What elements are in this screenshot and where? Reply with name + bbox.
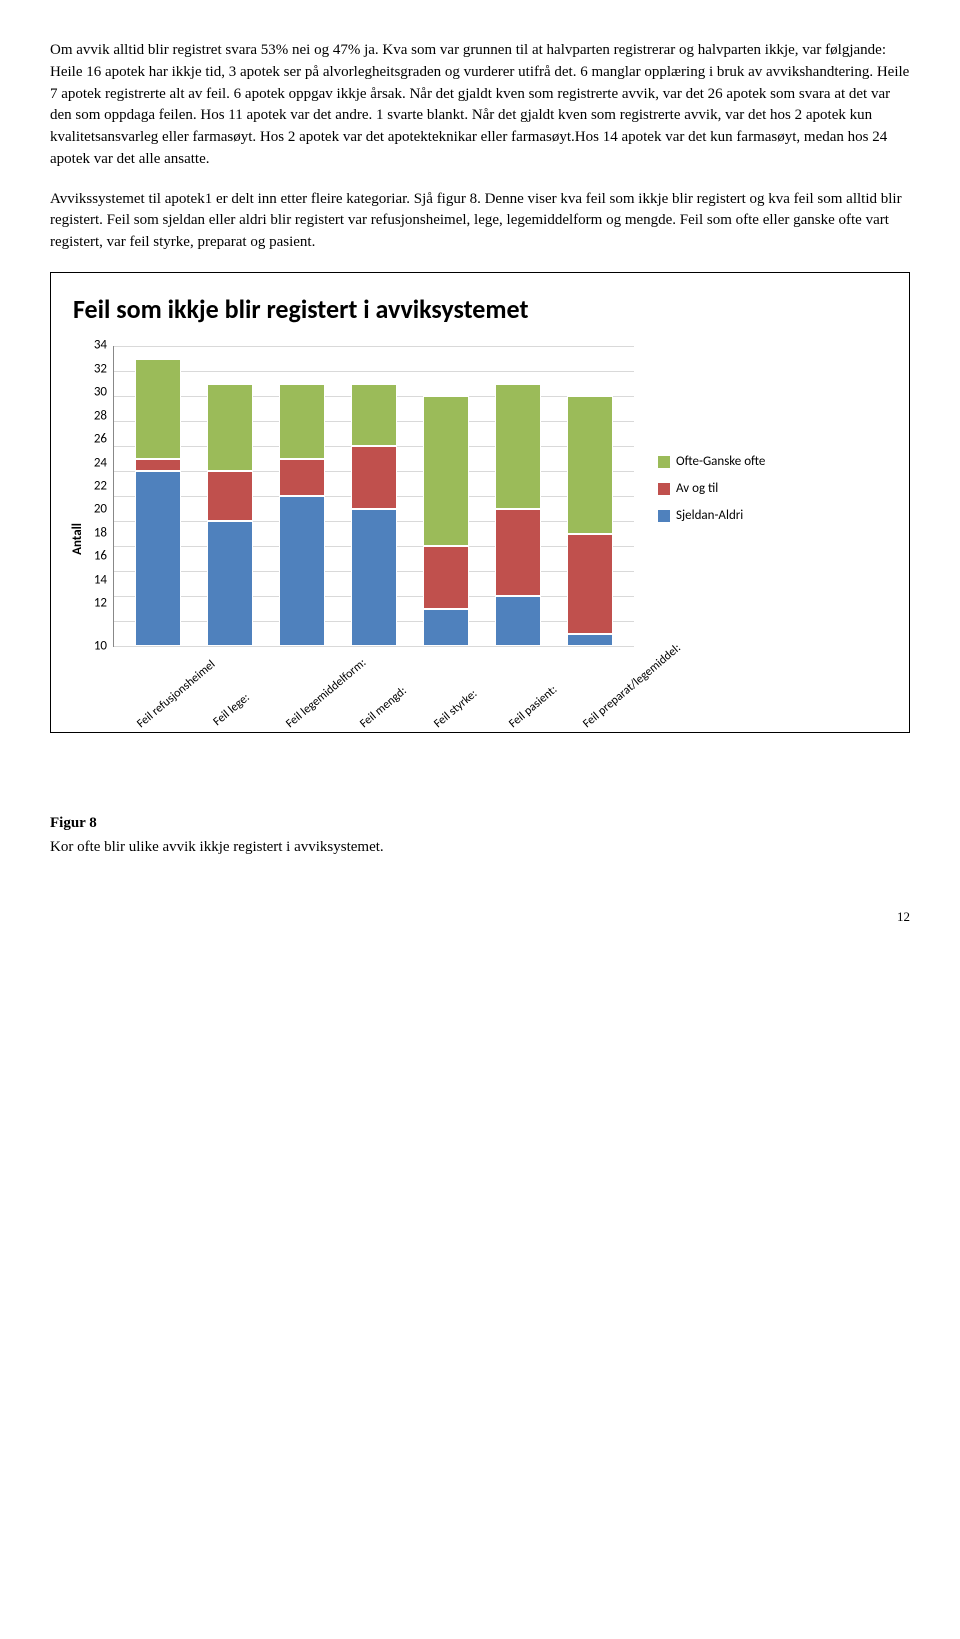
y-axis-label: Antall	[69, 463, 88, 555]
legend-label: Sjeldan-Aldri	[676, 507, 743, 526]
y-tick-label: 28	[94, 407, 107, 426]
bar-segment	[423, 396, 469, 546]
bar-segment	[279, 384, 325, 459]
bar-segment	[567, 534, 613, 634]
x-tick-label: Feil mengd:	[357, 690, 403, 733]
bar-column	[567, 346, 613, 646]
chart-title: Feil som ikkje blir registert i avviksys…	[73, 291, 891, 329]
legend-item: Ofte-Ganske ofte	[658, 453, 765, 472]
bar-segment	[135, 359, 181, 459]
legend-swatch	[658, 510, 670, 522]
y-tick-label: 20	[94, 501, 107, 520]
figure-caption: Kor ofte blir ulike avvik ikkje register…	[50, 837, 910, 859]
bar-segment	[351, 509, 397, 647]
gridline	[114, 646, 634, 647]
page-number: 12	[50, 908, 910, 927]
y-tick-label: 14	[94, 571, 107, 590]
x-tick-label: Feil legemiddelform:	[282, 690, 328, 733]
y-tick-label: 18	[94, 524, 107, 543]
body-paragraph: Om avvik alltid blir registret svara 53%…	[50, 40, 910, 171]
bar-segment	[279, 459, 325, 497]
bar-column	[495, 346, 541, 646]
plot-area	[113, 346, 634, 647]
y-tick-label: 12	[94, 595, 107, 614]
bar-segment	[423, 546, 469, 609]
legend-swatch	[658, 456, 670, 468]
bar-segment	[567, 634, 613, 647]
bar-column	[279, 346, 325, 646]
plot-wrap: 34323028262422201816141210 Feil refusjon…	[94, 346, 634, 671]
x-tick-label: Feil refusjonsheimel	[134, 690, 180, 733]
x-axis-ticks: Feil refusjonsheimelFeil lege:Feil legem…	[98, 654, 634, 671]
legend-swatch	[658, 483, 670, 495]
y-axis-ticks: 34323028262422201816141210	[94, 346, 113, 646]
legend-item: Sjeldan-Aldri	[658, 507, 765, 526]
bar-column	[207, 346, 253, 646]
bar-segment	[207, 521, 253, 646]
x-tick-label: Feil preparat/legemiddel:	[580, 690, 626, 733]
bar-column	[351, 346, 397, 646]
body-paragraph: Avvikssystemet til apotek1 er delt inn e…	[50, 189, 910, 254]
legend-item: Av og til	[658, 480, 765, 499]
bar-segment	[495, 596, 541, 646]
y-tick-label: 16	[94, 548, 107, 567]
bar-segment	[351, 384, 397, 447]
legend-label: Ofte-Ganske ofte	[676, 453, 765, 472]
bar-segment	[207, 471, 253, 521]
bar-segment	[351, 446, 397, 509]
y-tick-label: 30	[94, 384, 107, 403]
legend-label: Av og til	[676, 480, 718, 499]
y-tick-label: 22	[94, 478, 107, 497]
bar-column	[423, 346, 469, 646]
plot-row: 34323028262422201816141210	[94, 346, 634, 646]
bar-segment	[495, 384, 541, 509]
y-tick-label: 32	[94, 360, 107, 379]
y-tick-label: 10	[94, 637, 107, 656]
bar-segment	[567, 396, 613, 534]
bar-segment	[135, 459, 181, 472]
x-tick-label: Feil lege:	[208, 690, 254, 733]
y-tick-label: 34	[94, 337, 107, 356]
y-tick-label: 24	[94, 454, 107, 473]
bars-group	[114, 346, 634, 646]
chart-container: Feil som ikkje blir registert i avviksys…	[50, 272, 910, 733]
bar-segment	[423, 609, 469, 647]
bar-column	[135, 346, 181, 646]
bar-segment	[279, 496, 325, 646]
bar-segment	[495, 509, 541, 597]
figure-label: Figur 8	[50, 813, 910, 835]
bar-segment	[135, 471, 181, 646]
bar-segment	[207, 384, 253, 472]
y-tick-label: 26	[94, 431, 107, 450]
x-tick-label: Feil pasient:	[505, 690, 551, 733]
chart-body: Antall 34323028262422201816141210 Feil r…	[69, 346, 891, 671]
chart-legend: Ofte-Ganske ofte Av og til Sjeldan-Aldri	[658, 445, 765, 574]
x-tick-label: Feil styrke:	[431, 690, 477, 733]
